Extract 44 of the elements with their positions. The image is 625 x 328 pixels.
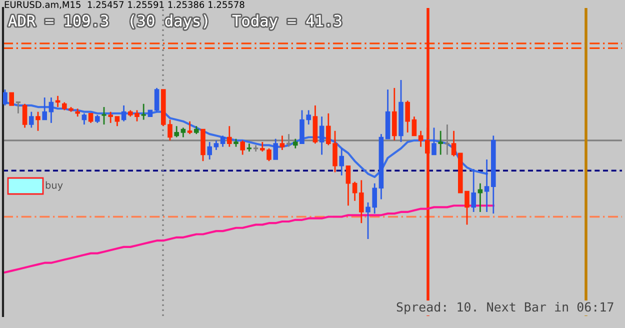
- candlestick: [114, 116, 120, 127]
- candlestick: [484, 158, 490, 213]
- candlestick: [293, 138, 298, 150]
- candlestick: [240, 140, 245, 156]
- candlestick: [9, 92, 14, 106]
- candlestick: [227, 125, 232, 148]
- candlestick: [412, 116, 417, 136]
- candlestick: [280, 134, 285, 151]
- candlestick: [273, 138, 278, 160]
- candlestick: [207, 141, 212, 160]
- candlestick: [346, 165, 351, 206]
- chart-title: EURUSD.am,M15 1.25457 1.25591 1.25386 1.25578: [4, 1, 244, 9]
- candlestick: [405, 100, 410, 134]
- candlestick: [3, 88, 8, 106]
- candlestick: [478, 182, 483, 213]
- candlestick: [418, 130, 424, 148]
- candlestick: [42, 96, 47, 120]
- candlestick: [432, 127, 436, 156]
- candlestick: [359, 179, 364, 224]
- candlestick: [392, 87, 397, 142]
- candlestick: [22, 103, 28, 128]
- text: ADR = 109.3 (30 days): [8, 14, 208, 30]
- candlestick: [214, 140, 219, 151]
- candlestick: [451, 130, 456, 158]
- candlestick: [438, 130, 443, 156]
- candlestick: [29, 111, 34, 128]
- text: Spread: 10. Next Bar in 06:17: [396, 302, 614, 314]
- candlestick: [82, 112, 87, 126]
- candlestick: [88, 112, 94, 124]
- candlestick: [319, 116, 324, 156]
- annotation: buy: [46, 181, 63, 191]
- candlestick: [154, 87, 160, 112]
- candlestick: [48, 96, 54, 124]
- candlestick: [352, 181, 358, 202]
- candlestick: [339, 148, 344, 176]
- candlestick: [174, 125, 179, 138]
- candlestick: [108, 111, 113, 124]
- candlestick: [121, 104, 126, 122]
- candlestick: [36, 111, 40, 132]
- candlestick: [471, 168, 476, 213]
- candlestick: [220, 134, 226, 148]
- text: Today = 41.3: [232, 14, 342, 30]
- candlestick: [187, 120, 192, 135]
- candlestick: [180, 127, 186, 138]
